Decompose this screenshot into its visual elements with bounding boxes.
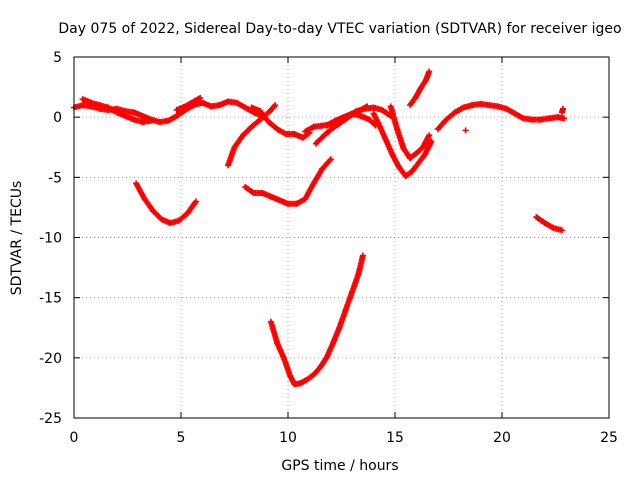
series-arc4 [173, 94, 204, 113]
x-tick-label: 20 [493, 430, 511, 446]
x-tick-label: 10 [279, 430, 297, 446]
data-point [426, 132, 433, 139]
y-tick-label: -20 [39, 351, 62, 367]
y-tick-label: -25 [39, 411, 62, 427]
x-tick-label: 15 [386, 430, 404, 446]
y-tick-label: 0 [53, 110, 62, 126]
data-points [71, 68, 568, 388]
data-point [327, 156, 334, 163]
y-tick-label: -5 [48, 170, 62, 186]
series-arc6 [248, 104, 313, 141]
y-tick-label: 5 [53, 50, 62, 66]
chart-title: Day 075 of 2022, Sidereal Day-to-day VTE… [58, 21, 621, 37]
y-axis-label: SDTVAR / TECUs [9, 181, 25, 296]
plot-frame [73, 56, 610, 419]
data-point [462, 127, 469, 134]
data-point [197, 94, 204, 101]
data-point [428, 138, 435, 145]
series-arc15 [434, 100, 568, 133]
data-point [364, 103, 371, 110]
x-tick-label: 0 [70, 430, 79, 446]
series-arc18 [558, 105, 566, 116]
data-point [561, 115, 568, 122]
grid-lines [74, 57, 609, 418]
series-arc2 [79, 96, 155, 125]
series-arc16 [533, 214, 565, 234]
x-tick-label: 5 [177, 430, 186, 446]
data-point [559, 105, 566, 112]
axis-ticks: 0 5 10 15 20 25 5 0 -5 -10 -15 -20 -25 [39, 50, 618, 446]
series-arc7 [242, 156, 334, 207]
series-arc17 [462, 127, 469, 134]
data-point [426, 68, 433, 75]
data-point [359, 252, 366, 259]
x-tick-label: 25 [600, 430, 618, 446]
y-tick-label: -10 [39, 231, 62, 247]
series-arc8 [267, 252, 366, 388]
series-arc5 [225, 102, 279, 169]
series-arc14 [406, 68, 433, 109]
y-tick-label: -15 [39, 291, 62, 307]
series-arc13 [387, 103, 433, 162]
data-point [192, 198, 199, 205]
data-point [272, 102, 279, 109]
x-axis-label: GPS time / hours [281, 458, 398, 474]
data-point [148, 117, 155, 124]
series-arc3 [133, 180, 199, 227]
series-arc11 [323, 110, 379, 129]
data-point [558, 227, 565, 234]
series-arc12 [370, 110, 435, 180]
